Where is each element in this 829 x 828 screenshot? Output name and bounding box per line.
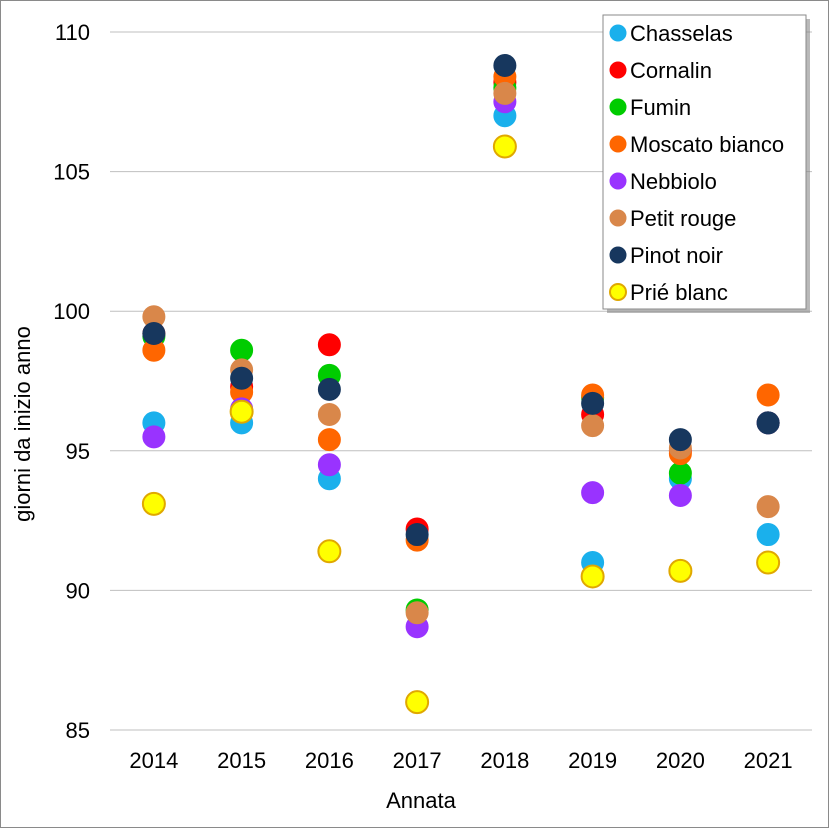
- data-point: [405, 601, 429, 625]
- data-point: [756, 383, 780, 407]
- data-point: [492, 134, 517, 159]
- x-axis-title: Annata: [386, 788, 456, 813]
- data-point: [142, 322, 166, 346]
- data-point: [756, 495, 780, 519]
- data-point: [317, 453, 341, 477]
- x-tick-label: 2014: [129, 748, 178, 773]
- legend-label: Nebbiolo: [630, 169, 717, 194]
- data-point: [142, 425, 166, 449]
- y-tick-label: 105: [53, 160, 90, 185]
- legend-label: Petit rouge: [630, 206, 736, 231]
- legend-box: [602, 14, 807, 310]
- data-point: [581, 481, 605, 505]
- legend-marker: [609, 24, 627, 42]
- data-point: [229, 399, 254, 424]
- legend-item: Fumin: [609, 95, 691, 120]
- data-point: [756, 523, 780, 547]
- legend-label: Prié blanc: [630, 280, 728, 305]
- data-point: [317, 403, 341, 427]
- x-tick-label: 2019: [568, 748, 617, 773]
- data-point: [580, 564, 605, 589]
- legend-label: Cornalin: [630, 58, 712, 83]
- data-point: [493, 81, 517, 105]
- data-point: [581, 414, 605, 438]
- data-point: [756, 550, 781, 575]
- data-point: [230, 338, 254, 362]
- x-tick-label: 2018: [480, 748, 529, 773]
- data-point: [581, 391, 605, 415]
- data-point: [141, 491, 166, 516]
- x-tick-label: 2016: [305, 748, 354, 773]
- legend-label: Pinot noir: [630, 243, 723, 268]
- data-point: [668, 461, 692, 485]
- y-tick-label: 90: [66, 578, 90, 603]
- legend-item: Pinot noir: [609, 243, 723, 268]
- data-point: [317, 539, 342, 564]
- x-tick-label: 2015: [217, 748, 266, 773]
- data-point: [317, 333, 341, 357]
- data-point: [230, 366, 254, 390]
- data-point: [317, 428, 341, 452]
- legend-item: Prié blanc: [609, 280, 728, 305]
- legend-label: Chasselas: [630, 21, 733, 46]
- y-axis-title: giorni da inizio anno: [10, 326, 35, 522]
- legend-marker: [609, 98, 627, 116]
- data-point: [668, 483, 692, 507]
- legend-item: Moscato bianco: [609, 132, 784, 157]
- legend-item: Chasselas: [609, 21, 733, 46]
- data-point: [405, 523, 429, 547]
- y-tick-label: 110: [55, 20, 90, 45]
- legend-marker: [609, 246, 627, 264]
- y-axis-tick-labels: 85 90 95 100 105 110: [53, 20, 90, 743]
- data-point: [405, 690, 430, 715]
- x-tick-label: 2020: [656, 748, 705, 773]
- data-point: [317, 377, 341, 401]
- legend-marker: [609, 135, 627, 153]
- data-points: [141, 54, 781, 715]
- legend-label: Fumin: [630, 95, 691, 120]
- x-axis-tick-labels: 2014 2015 2016 2017 2018 2019 2020 2021: [129, 748, 792, 773]
- x-tick-label: 2017: [393, 748, 442, 773]
- legend-marker: [609, 172, 627, 190]
- legend-marker: [609, 209, 627, 227]
- legend: Chasselas Cornalin Fumin Moscato bianco Nebb…: [602, 14, 810, 313]
- legend-marker: [609, 283, 627, 301]
- legend-label: Moscato bianco: [630, 132, 784, 157]
- data-point: [756, 411, 780, 435]
- legend-item: Cornalin: [609, 58, 712, 83]
- series-prié-blanc: [141, 134, 781, 715]
- data-point: [668, 428, 692, 452]
- legend-marker: [609, 61, 627, 79]
- legend-items: Chasselas Cornalin Fumin Moscato bianco Nebb…: [609, 21, 784, 305]
- data-point: [668, 558, 693, 583]
- y-tick-label: 95: [66, 439, 90, 464]
- legend-item: Petit rouge: [609, 206, 736, 231]
- x-tick-label: 2021: [744, 748, 793, 773]
- y-tick-label: 85: [66, 718, 90, 743]
- series-pinot-noir: [142, 54, 780, 547]
- y-tick-label: 100: [53, 299, 90, 324]
- legend-item: Nebbiolo: [609, 169, 717, 194]
- data-point: [493, 54, 517, 78]
